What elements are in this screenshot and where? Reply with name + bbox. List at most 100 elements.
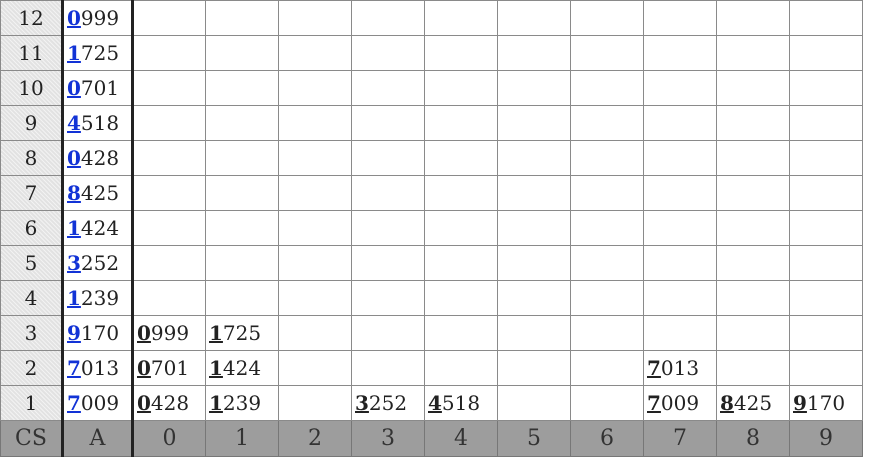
array-a-cell: 9170 <box>61 315 134 351</box>
bucket-cell-5 <box>497 245 571 281</box>
array-a-cell: 0701 <box>61 70 134 106</box>
bucket-cell-8 <box>716 280 790 316</box>
bucket-cell-0: 0999 <box>132 315 206 351</box>
bucket-cell-7 <box>643 315 717 351</box>
bucket-cell-8 <box>716 105 790 141</box>
table-row: 9 4518 <box>0 105 863 141</box>
bucket-cell-7 <box>643 35 717 71</box>
bucket-cell-5 <box>497 35 571 71</box>
bucket-cell-3 <box>351 105 425 141</box>
array-a-cell: 3252 <box>61 245 134 281</box>
table-row: 12 0999 <box>0 0 863 36</box>
value-remainder: 424 <box>80 216 120 240</box>
bucket-cell-5 <box>497 385 571 421</box>
bucket-cell-5 <box>497 140 571 176</box>
bucket-header-7: 7 <box>643 420 717 457</box>
key-digit: 0 <box>67 6 81 30</box>
bucket-cell-1 <box>205 0 279 36</box>
bucket-cell-6 <box>570 35 644 71</box>
bucket-cell-6 <box>570 350 644 386</box>
bucket-cell-9 <box>789 140 863 176</box>
table-row: 5 3252 <box>0 245 863 281</box>
bucket-cell-8: 8425 <box>716 385 790 421</box>
bucket-cell-5 <box>497 105 571 141</box>
bucket-cell-9 <box>789 315 863 351</box>
value-remainder: 009 <box>80 391 120 415</box>
bucket-cell-1 <box>205 140 279 176</box>
bucket-cell-7 <box>643 70 717 106</box>
bucket-cell-3: 3252 <box>351 385 425 421</box>
bucket-cell-6 <box>570 140 644 176</box>
bucket-cell-5 <box>497 70 571 106</box>
bucket-cell-7: 7013 <box>643 350 717 386</box>
bucket-cell-9 <box>789 70 863 106</box>
table-row: 6 1424 <box>0 210 863 246</box>
bucket-cell-3 <box>351 0 425 36</box>
bucket-cell-3 <box>351 315 425 351</box>
array-a-cell: 1424 <box>61 210 134 246</box>
key-digit: 1 <box>209 391 223 415</box>
bucket-cell-0 <box>132 280 206 316</box>
bucket-cell-9 <box>789 350 863 386</box>
bucket-cell-1 <box>205 280 279 316</box>
bucket-cell-2 <box>278 140 352 176</box>
array-a-cell: 4518 <box>61 105 134 141</box>
bucket-cell-2 <box>278 70 352 106</box>
bucket-cell-1 <box>205 35 279 71</box>
bucket-cell-3 <box>351 35 425 71</box>
row-label: 7 <box>0 175 63 211</box>
bucket-cell-4: 4518 <box>424 385 498 421</box>
bucket-cell-0: 0701 <box>132 350 206 386</box>
bucket-cell-5 <box>497 280 571 316</box>
bucket-cell-6 <box>570 210 644 246</box>
array-a-cell: 7013 <box>61 350 134 386</box>
key-digit: 4 <box>67 111 81 135</box>
value-remainder: 252 <box>368 391 408 415</box>
key-digit: 1 <box>67 41 81 65</box>
bucket-cell-0 <box>132 245 206 281</box>
bucket-cell-6 <box>570 175 644 211</box>
row-label: 11 <box>0 35 63 71</box>
key-digit: 0 <box>137 391 151 415</box>
bucket-cell-4 <box>424 175 498 211</box>
bucket-cell-2 <box>278 35 352 71</box>
row-label: 6 <box>0 210 63 246</box>
bucket-cell-7 <box>643 210 717 246</box>
table-row: 11 1725 <box>0 35 863 71</box>
bucket-cell-7 <box>643 140 717 176</box>
bucket-cell-1 <box>205 210 279 246</box>
value-remainder: 725 <box>222 321 262 345</box>
value-remainder: 009 <box>660 391 700 415</box>
key-digit: 7 <box>647 356 661 380</box>
bucket-cell-2 <box>278 280 352 316</box>
value-remainder: 170 <box>806 391 846 415</box>
bucket-cell-7 <box>643 280 717 316</box>
value-remainder: 239 <box>80 286 120 310</box>
bucket-cell-9 <box>789 0 863 36</box>
bucket-cell-0 <box>132 140 206 176</box>
bucket-header-5: 5 <box>497 420 571 457</box>
bucket-header-9: 9 <box>789 420 863 457</box>
bucket-header-4: 4 <box>424 420 498 457</box>
key-digit: 8 <box>67 181 81 205</box>
array-a-cell: 8425 <box>61 175 134 211</box>
bucket-cell-8 <box>716 350 790 386</box>
bucket-cell-2 <box>278 245 352 281</box>
row-label: 10 <box>0 70 63 106</box>
table-row: 2 7013 0701 1424 7013 <box>0 350 863 386</box>
bucket-cell-8 <box>716 35 790 71</box>
key-digit: 0 <box>67 146 81 170</box>
radix-sort-table: 12 0999 11 1725 10 0701 9 4518 8 0428 7 8425 6 1424 5 3… <box>0 0 863 457</box>
value-remainder: 425 <box>733 391 773 415</box>
bucket-cell-5 <box>497 0 571 36</box>
bucket-cell-0 <box>132 70 206 106</box>
bucket-cell-8 <box>716 70 790 106</box>
bucket-cell-8 <box>716 245 790 281</box>
array-a-cell: 1239 <box>61 280 134 316</box>
key-digit: 1 <box>209 356 223 380</box>
bucket-cell-2 <box>278 350 352 386</box>
key-digit: 0 <box>67 76 81 100</box>
bucket-cell-2 <box>278 210 352 246</box>
array-a-cell: 1725 <box>61 35 134 71</box>
bucket-cell-1 <box>205 105 279 141</box>
